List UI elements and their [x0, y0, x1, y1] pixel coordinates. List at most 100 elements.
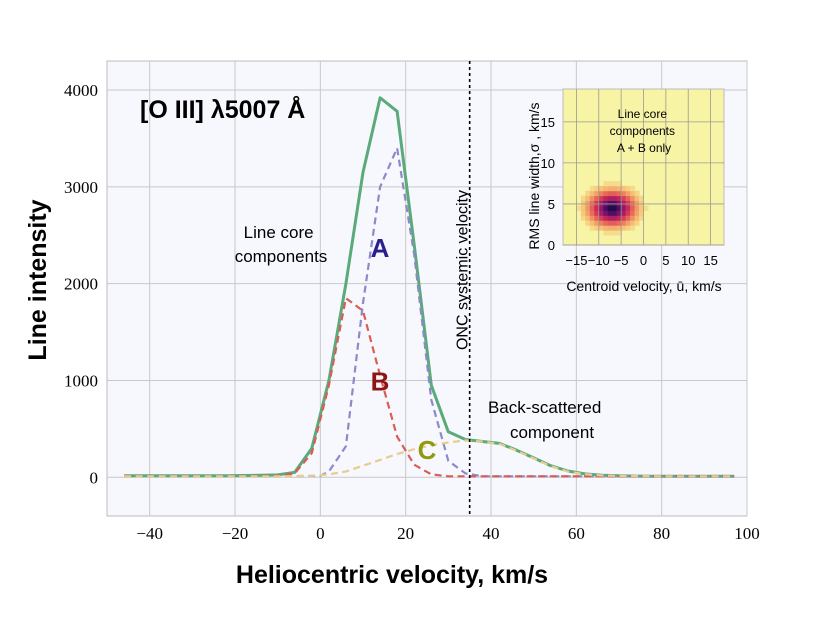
- chart-title: [O III] λ5007 Å: [140, 95, 305, 124]
- heatmap-cell: [589, 190, 595, 197]
- heatmap-cell: [612, 195, 618, 201]
- heatmap-cell: [598, 185, 604, 192]
- heatmap-cell: [589, 200, 595, 206]
- inset-grid: [563, 89, 724, 246]
- heatmap-cell: [580, 200, 586, 206]
- heatmap-cell: [639, 195, 644, 201]
- heatmap-cell: [594, 215, 600, 221]
- inset-x-tick-label: −5: [614, 253, 629, 268]
- heatmap-cell: [585, 215, 591, 221]
- heatmap-cell: [598, 215, 604, 221]
- heatmap-cell: [616, 181, 622, 187]
- inset-y-tick-label: 0: [548, 238, 555, 253]
- label-b: B: [371, 366, 390, 396]
- heatmap-cell: [616, 220, 622, 226]
- inset-x-ticks: −15 −10 −5 0 5 10 15: [565, 253, 717, 268]
- heatmap-cell: [585, 200, 591, 206]
- heatmap-cell: [598, 225, 604, 231]
- heatmap-cell: [576, 205, 582, 211]
- heatmap-cell: [621, 200, 626, 206]
- heatmap-cell: [630, 210, 635, 216]
- heatmap-cell: [607, 185, 613, 192]
- heatmap-cell: [625, 210, 631, 216]
- inset-x-tick-label: 10: [681, 253, 695, 268]
- back-scattered-label: Back-scattered component: [488, 398, 606, 442]
- heatmap-cell: [589, 220, 595, 226]
- heatmap-cell: [594, 210, 600, 216]
- y-tick-label: 1000: [64, 371, 98, 390]
- heatmap-cell: [585, 205, 591, 211]
- inset-y-label: RMS line width,σ , km/s: [526, 102, 542, 249]
- heatmap-cell: [585, 210, 591, 216]
- y-axis-label: Line intensity: [24, 199, 52, 360]
- inset-cells: [576, 181, 649, 236]
- heatmap-cell: [589, 215, 595, 221]
- main-y-ticks: 0 1000 2000 3000 4000: [64, 81, 98, 487]
- heatmap-cell: [616, 230, 622, 236]
- core-components-label: Line core components: [235, 223, 328, 266]
- inset-x-label: Centroid velocity, ū, km/s: [566, 278, 721, 294]
- inset-y-tick-label: 15: [541, 115, 555, 130]
- heatmap-cell: [625, 215, 631, 221]
- heatmap-cell: [625, 195, 631, 201]
- heatmap-cell: [607, 181, 613, 187]
- heatmap-cell: [603, 181, 609, 187]
- heatmap-cell: [603, 210, 609, 216]
- heatmap-cell: [580, 210, 586, 216]
- heatmap-cell: [625, 200, 631, 206]
- inset-x-tick-label: −15: [565, 253, 587, 268]
- heatmap-cell: [594, 220, 600, 226]
- inset-x-tick-label: 0: [640, 253, 647, 268]
- heatmap-cell: [612, 230, 618, 236]
- heatmap-cell: [603, 225, 609, 231]
- inset-y-ticks: 0 5 10 15: [541, 115, 555, 253]
- heatmap-cell: [594, 200, 600, 206]
- x-tick-label: −40: [136, 524, 163, 543]
- heatmap-cell: [630, 190, 635, 197]
- y-tick-label: 4000: [64, 81, 98, 100]
- heatmap-cell: [612, 181, 618, 187]
- inset-y-tick-label: 5: [548, 197, 555, 212]
- y-tick-label: 0: [90, 468, 99, 487]
- heatmap-cell: [603, 215, 609, 221]
- heatmap-cell: [625, 190, 631, 197]
- x-tick-label: −20: [222, 524, 249, 543]
- heatmap-cell: [603, 190, 609, 197]
- heatmap-cell: [612, 225, 618, 231]
- heatmap-cell: [607, 210, 613, 216]
- inset-title: Line core components A + B only: [610, 107, 679, 155]
- component-letters: A B C: [371, 233, 437, 465]
- x-tick-label: 20: [397, 524, 414, 543]
- inset-x-tick-label: 5: [662, 253, 669, 268]
- heatmap-cell: [621, 205, 626, 211]
- heatmap-cell: [607, 205, 613, 211]
- heatmap-cell: [612, 210, 618, 216]
- heatmap-cell: [616, 195, 622, 201]
- heatmap-cell: [594, 225, 600, 231]
- heatmap-cell: [594, 185, 600, 192]
- heatmap-cell: [594, 205, 600, 211]
- heatmap-cell: [639, 210, 644, 216]
- heatmap-cell: [603, 200, 609, 206]
- heatmap-cell: [630, 185, 635, 192]
- heatmap-cell: [630, 205, 635, 211]
- heatmap-cell: [589, 205, 595, 211]
- heatmap-cell: [621, 210, 626, 216]
- heatmap-cell: [603, 185, 609, 192]
- heatmap-cell: [607, 220, 613, 226]
- heatmap-cell: [616, 190, 622, 197]
- heatmap-cell: [585, 220, 591, 226]
- heatmap-cell: [580, 195, 586, 201]
- heatmap-cell: [634, 190, 640, 197]
- heatmap-cell: [612, 205, 618, 211]
- heatmap-cell: [589, 185, 595, 192]
- heatmap-cell: [634, 220, 640, 226]
- series-a-line: [124, 147, 735, 478]
- label-c: C: [418, 435, 437, 465]
- heatmap-cell: [585, 190, 591, 197]
- heatmap-cell: [621, 215, 626, 221]
- x-tick-label: 100: [734, 524, 760, 543]
- heatmap-cell: [580, 205, 586, 211]
- heatmap-cell: [607, 190, 613, 197]
